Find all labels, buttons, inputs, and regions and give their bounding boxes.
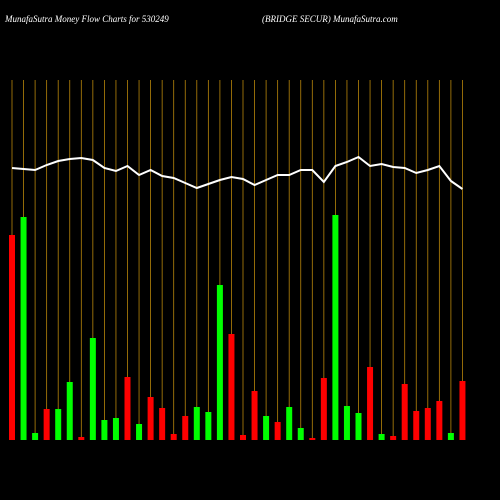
bar	[459, 381, 466, 440]
bar	[43, 409, 50, 440]
bar	[286, 407, 293, 440]
bar	[447, 433, 454, 440]
bar	[367, 367, 374, 440]
bar	[228, 334, 235, 440]
bar	[355, 413, 362, 440]
bar	[436, 401, 443, 440]
bar	[401, 384, 408, 440]
bar	[413, 411, 420, 440]
bar	[66, 382, 73, 440]
bar	[378, 434, 385, 440]
bar	[89, 338, 96, 440]
bar	[343, 406, 350, 440]
bar	[159, 408, 166, 440]
chart-title: MunafaSutra Money Flow Charts for 530249	[4, 14, 169, 24]
bar	[297, 428, 304, 440]
bar	[182, 416, 189, 440]
bar	[251, 391, 258, 440]
chart-subtitle: (BRIDGE SECUR) MunafaSutra.com	[262, 14, 398, 24]
bar	[263, 416, 270, 440]
bar	[9, 235, 15, 440]
bar	[170, 434, 177, 440]
bar	[136, 424, 143, 440]
bar	[205, 412, 212, 440]
bar	[101, 420, 108, 440]
bar	[112, 418, 119, 440]
bar	[274, 422, 281, 440]
bar	[332, 215, 339, 440]
bar	[240, 435, 246, 440]
bar	[309, 438, 316, 440]
bar	[32, 433, 39, 440]
bar	[78, 437, 85, 440]
bar	[124, 377, 131, 440]
bar	[320, 378, 327, 440]
bar	[193, 407, 200, 440]
bar	[390, 436, 397, 440]
money-flow-line	[11, 155, 464, 190]
bar	[216, 285, 223, 440]
bar	[55, 409, 62, 440]
bar	[20, 217, 27, 440]
bar	[424, 408, 431, 440]
bar	[147, 397, 154, 440]
